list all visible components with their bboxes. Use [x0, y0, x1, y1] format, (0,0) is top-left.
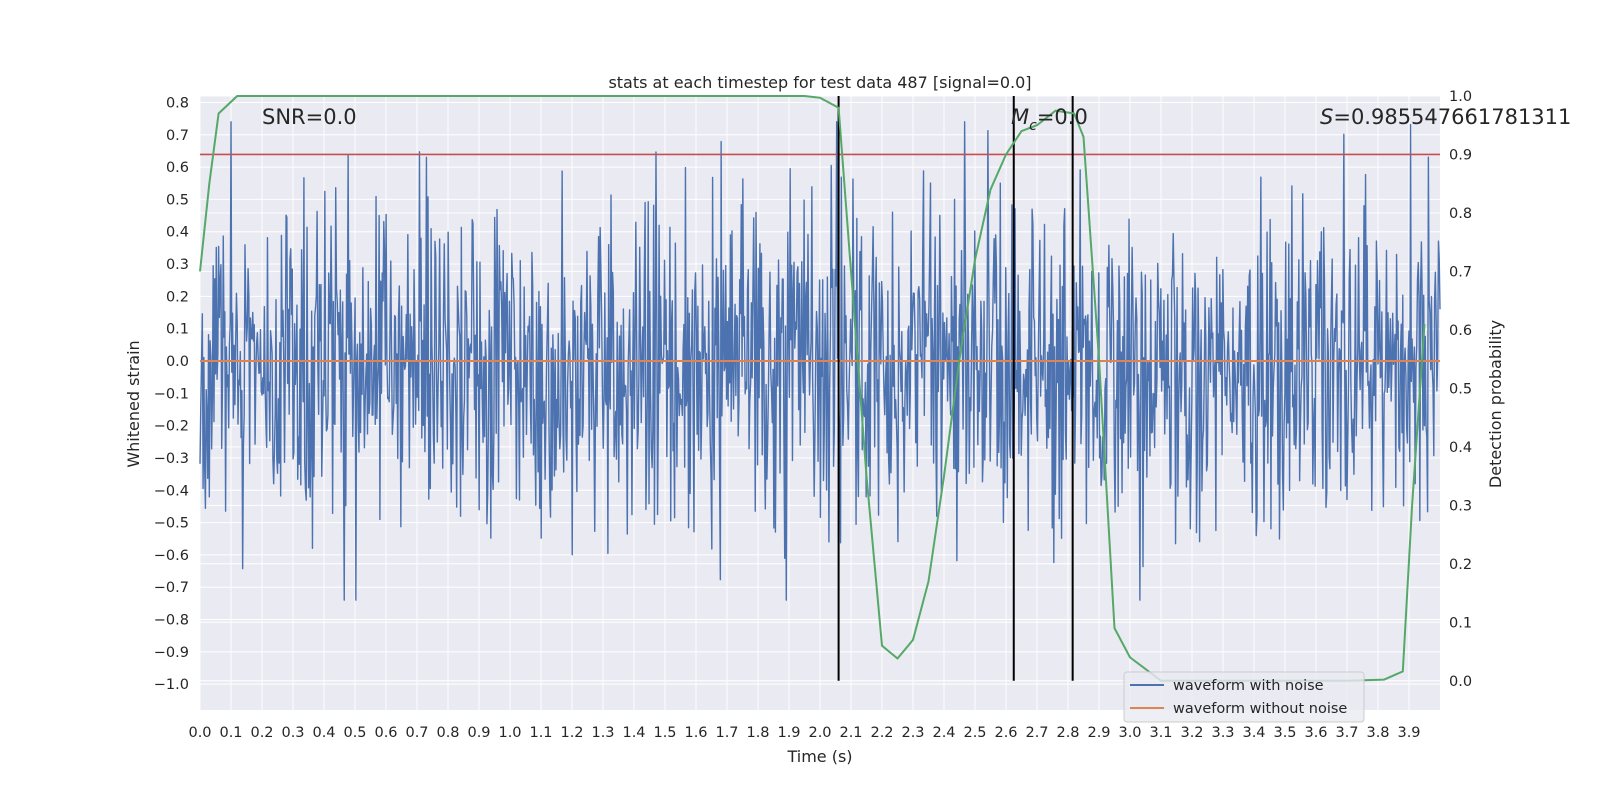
x-tick-label: 3.2	[1180, 725, 1203, 741]
x-tick-label: 3.8	[1366, 725, 1389, 741]
y2-tick-label: 0.6	[1449, 323, 1472, 339]
x-tick-label: 3.4	[1242, 725, 1265, 741]
y-tick-label: 0.3	[166, 257, 189, 273]
noise-waveform-line	[199, 121, 1441, 601]
series-waveform-with-noise	[199, 121, 1441, 601]
x-tick-label: 1.8	[746, 725, 769, 741]
x-tick-label: 0.3	[281, 725, 304, 741]
y-tick-label: −0.7	[154, 580, 189, 596]
annotation-snr: SNR=0.0	[262, 105, 357, 129]
legend-box	[1123, 671, 1365, 723]
x-tick-label: 1.1	[529, 725, 552, 741]
y2-tick-label: 0.3	[1449, 498, 1472, 514]
x-tick-label: 1.6	[684, 725, 707, 741]
y-tick-label: 0.5	[166, 192, 189, 208]
y-tick-label: 0.1	[166, 322, 189, 338]
y-tick-label: −0.5	[154, 516, 189, 532]
x-tick-label: 0.0	[188, 725, 211, 741]
x-tick-label: 2.9	[1087, 725, 1110, 741]
y-tick-label: −0.2	[154, 419, 189, 435]
x-tick-label: 2.0	[808, 725, 831, 741]
y2-tick-label: 0.0	[1449, 674, 1472, 690]
x-tick-label: 2.4	[932, 725, 955, 741]
x-tick-label: 1.7	[715, 725, 738, 741]
x-tick-label: 2.1	[839, 725, 862, 741]
x-tick-label: 1.4	[622, 725, 645, 741]
x-tick-label: 2.8	[1056, 725, 1079, 741]
x-tick-label: 3.7	[1335, 725, 1358, 741]
y-tick-label: 0.4	[166, 225, 189, 241]
x-tick-label: 2.3	[901, 725, 924, 741]
y-tick-label: −0.1	[154, 386, 189, 402]
x-tick-label: 1.5	[653, 725, 676, 741]
y-axis-label: Whitened strain	[124, 340, 143, 467]
x-tick-label: 2.5	[963, 725, 986, 741]
y-tick-label: −0.8	[154, 613, 189, 629]
annotation-chirp-mass: Mc=0.0	[1011, 105, 1088, 134]
y2-tick-label: 0.5	[1449, 381, 1472, 397]
x-tick-label: 0.2	[250, 725, 273, 741]
x-tick-label: 1.9	[777, 725, 800, 741]
y2-axis-label: Detection probability	[1486, 320, 1505, 488]
annotation-score: S=0.985547661781311	[1320, 105, 1571, 129]
y-tick-label: 0.2	[166, 289, 189, 305]
x-tick-label: 0.1	[219, 725, 242, 741]
y-tick-label: 0.0	[166, 354, 189, 370]
y-tick-label: 0.7	[166, 128, 189, 144]
x-tick-label: 1.3	[591, 725, 614, 741]
y2-tick-label: 0.2	[1449, 557, 1472, 573]
marker-lines	[837, 96, 1074, 681]
y-tick-label: −0.6	[154, 548, 189, 564]
x-axis-label: Time (s)	[786, 747, 852, 766]
y2-tick-label: 0.9	[1449, 147, 1472, 163]
x-tick-label: 0.5	[343, 725, 366, 741]
x-tick-label: 2.2	[870, 725, 893, 741]
legend-label-clean: waveform without noise	[1173, 701, 1347, 717]
x-tick-label: 3.1	[1149, 725, 1172, 741]
legend: waveform with noise waveform without noi…	[1123, 671, 1365, 723]
x-tick-label: 3.9	[1397, 725, 1420, 741]
y2-tick-label: 0.8	[1449, 206, 1472, 222]
y-tick-label: −0.4	[154, 483, 189, 499]
x-tick-labels: 0.0 0.1 0.2 0.3 0.4 0.5 0.6 0.7 0.8 0.9 1.0 1.1 1.2 1…	[188, 725, 1420, 741]
chart-title: stats at each timestep for test data 487…	[608, 73, 1031, 92]
y-tick-label: −0.3	[154, 451, 189, 467]
x-tick-label: 3.6	[1304, 725, 1327, 741]
x-tick-label: 1.0	[498, 725, 521, 741]
legend-label-noise: waveform with noise	[1173, 678, 1324, 694]
y-tick-label: −1.0	[154, 677, 189, 693]
x-tick-label: 0.7	[405, 725, 428, 741]
y-tick-label: −0.9	[154, 645, 189, 661]
y-tick-label: 0.8	[166, 95, 189, 111]
x-tick-label: 2.6	[994, 725, 1017, 741]
x-tick-label: 0.6	[374, 725, 397, 741]
x-tick-label: 3.3	[1211, 725, 1234, 741]
y-tick-labels: 0.8 0.7 0.6 0.5 0.4 0.3 0.2 0.1 0.0 −0.1 −0.2 −0.3 −…	[154, 95, 189, 693]
x-tick-label: 1.2	[560, 725, 583, 741]
x-tick-label: 0.8	[436, 725, 459, 741]
x-tick-label: 3.5	[1273, 725, 1296, 741]
x-tick-label: 0.9	[467, 725, 490, 741]
x-tick-label: 2.7	[1025, 725, 1048, 741]
y2-tick-label: 0.4	[1449, 440, 1472, 456]
y2-tick-label: 1.0	[1449, 89, 1472, 105]
y2-tick-label: 0.7	[1449, 264, 1472, 280]
y-tick-label: 0.6	[166, 160, 189, 176]
x-tick-label: 3.0	[1118, 725, 1141, 741]
y2-tick-labels: 1.0 0.9 0.8 0.7 0.6 0.5 0.4 0.3 0.2 0.1 0.0	[1449, 89, 1472, 690]
x-tick-label: 0.4	[312, 725, 335, 741]
y2-tick-label: 0.1	[1449, 615, 1472, 631]
